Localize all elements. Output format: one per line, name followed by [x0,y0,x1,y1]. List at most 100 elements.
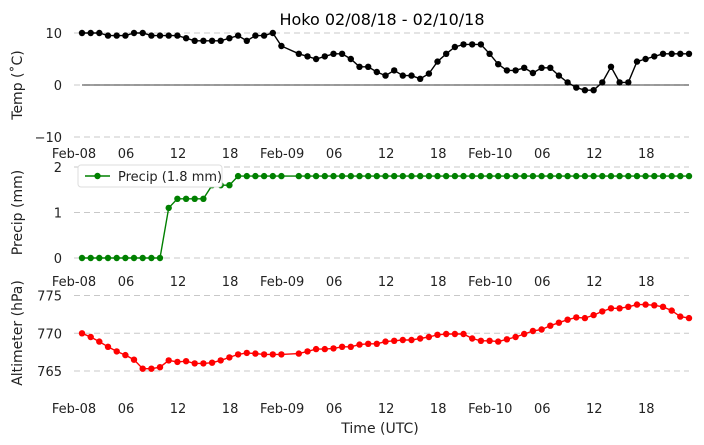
data-point [425,70,433,77]
data-point [278,172,285,180]
data-point [304,172,311,180]
data-point [486,50,493,57]
x-tick-label: 12 [378,402,395,417]
x-tick-label: 18 [430,275,447,290]
data-point [104,32,112,39]
x-tick-label: 06 [118,275,135,290]
data-point [599,79,606,86]
y-tick-label: 0 [54,79,62,94]
data-point [122,254,129,262]
data-point [685,314,693,322]
x-tick-label: Feb-10 [468,147,512,162]
data-point [234,351,242,358]
data-point [399,172,406,180]
data-point [356,341,363,348]
data-point [347,55,354,63]
data-point [503,172,511,180]
x-tick-label: Feb-08 [52,275,96,290]
data-point [425,333,433,341]
data-point [503,67,511,74]
x-tick-label: 06 [326,275,343,290]
data-point [226,182,233,189]
data-point [668,172,675,180]
data-point [182,358,190,365]
data-point [113,32,120,39]
data-point [521,172,528,180]
data-point [78,29,86,37]
data-point [408,72,415,79]
data-point [382,172,389,180]
data-point [174,358,181,366]
data-point [503,336,511,343]
data-point [651,53,658,60]
data-point [148,254,155,262]
data-point [295,50,302,57]
data-point [607,305,615,312]
data-point [269,172,276,180]
data-point [278,42,285,50]
x-tick-label: 06 [326,147,343,162]
data-point [451,43,459,51]
y-tick-label: 770 [37,327,62,342]
data-point [469,335,476,342]
data-point [87,29,94,37]
x-tick-label: 12 [378,275,395,290]
data-point [668,50,675,57]
data-point [226,35,233,42]
data-point [685,172,693,180]
data-point [573,84,580,91]
data-point [243,172,250,180]
data-point [338,343,346,350]
data-point [156,32,164,39]
data-point [460,172,467,180]
data-point [642,172,649,180]
data-point [104,254,112,262]
data-point [417,172,424,180]
data-point [538,64,545,72]
data-point [408,172,415,180]
x-tick-label: 12 [170,147,187,162]
data-point [338,50,346,57]
data-point [165,32,172,39]
data-point [668,307,675,314]
x-tick-label: 18 [638,147,655,162]
data-point [659,50,667,57]
data-point [434,331,441,338]
data-point [260,32,268,39]
data-point [564,79,571,86]
data-point [139,29,146,37]
data-point [677,50,684,57]
data-point [685,50,693,57]
data-point [625,79,632,86]
data-point [312,55,320,63]
data-point [156,254,164,262]
legend: Precip (1.8 mm) [77,164,223,188]
data-point [434,172,441,180]
data-point [139,365,146,372]
data-point [495,172,502,180]
data-point [607,63,615,70]
data-point [555,72,563,79]
data-point [625,172,632,180]
data-point [495,338,502,345]
data-point [130,254,138,262]
data-point [96,254,103,262]
x-tick-label: 18 [222,275,239,290]
data-point [321,172,328,180]
data-point [590,172,597,180]
data-point [365,340,372,347]
x-tick-label: 18 [222,147,239,162]
data-point [555,172,563,180]
data-point [581,172,589,180]
y-tick-label: 1 [54,207,62,222]
x-tick-label: Feb-09 [260,275,304,290]
data-point [182,35,190,42]
y-tick-label: 2 [54,161,62,176]
data-point [260,351,268,358]
data-point [521,330,528,338]
data-point [365,63,372,70]
data-point [417,75,424,83]
data-point [217,37,224,44]
data-point [651,302,658,309]
data-point [547,64,554,72]
